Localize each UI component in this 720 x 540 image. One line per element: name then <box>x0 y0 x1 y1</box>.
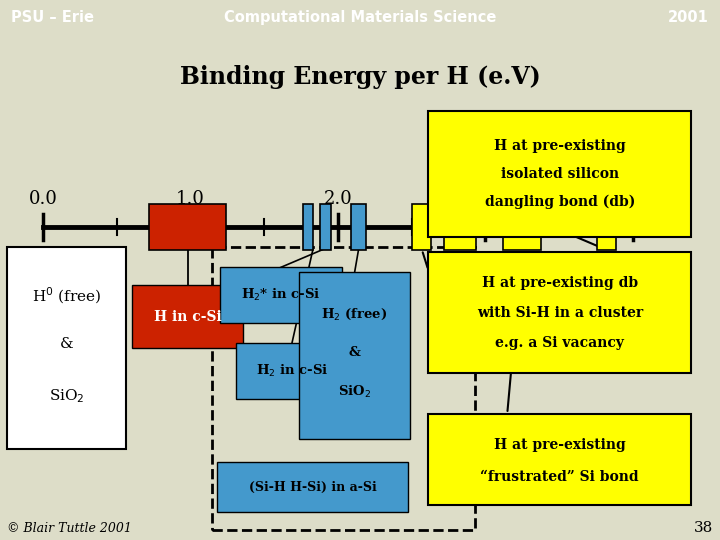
Text: &: & <box>348 346 361 359</box>
FancyBboxPatch shape <box>132 285 243 348</box>
FancyBboxPatch shape <box>320 204 330 249</box>
Text: H at pre-existing: H at pre-existing <box>494 139 626 153</box>
FancyBboxPatch shape <box>412 204 431 249</box>
Text: H at pre-existing: H at pre-existing <box>494 438 626 451</box>
FancyBboxPatch shape <box>302 204 313 249</box>
Text: H$_2$ in c-Si: H$_2$ in c-Si <box>256 363 328 379</box>
FancyBboxPatch shape <box>597 204 616 249</box>
FancyBboxPatch shape <box>299 272 410 439</box>
Text: (Si-H H-Si) in a-Si: (Si-H H-Si) in a-Si <box>249 481 377 494</box>
FancyBboxPatch shape <box>503 204 541 249</box>
Text: 1.0: 1.0 <box>176 190 205 208</box>
FancyBboxPatch shape <box>220 267 342 323</box>
Text: Computational Materials Science: Computational Materials Science <box>224 10 496 25</box>
Text: Binding Energy per H (e.V): Binding Energy per H (e.V) <box>179 65 541 90</box>
Text: 38: 38 <box>693 521 713 535</box>
Text: “frustrated” Si bond: “frustrated” Si bond <box>480 470 639 484</box>
FancyBboxPatch shape <box>236 343 348 399</box>
Text: SiO$_2$: SiO$_2$ <box>338 384 372 401</box>
Text: 4.0: 4.0 <box>618 190 647 208</box>
Text: dangling bond (db): dangling bond (db) <box>485 194 635 209</box>
Text: H in c-Si: H in c-Si <box>154 309 222 323</box>
Text: H$_2$ (free): H$_2$ (free) <box>321 307 388 322</box>
FancyBboxPatch shape <box>7 247 126 449</box>
Text: 2.0: 2.0 <box>323 190 352 208</box>
FancyBboxPatch shape <box>149 204 226 249</box>
Text: H$^0$ (free): H$^0$ (free) <box>32 286 102 306</box>
Text: 3.0: 3.0 <box>471 190 500 208</box>
Text: SiO$_2$: SiO$_2$ <box>49 388 84 406</box>
FancyBboxPatch shape <box>351 204 366 249</box>
Text: e.g. a Si vacancy: e.g. a Si vacancy <box>495 336 624 350</box>
FancyBboxPatch shape <box>428 111 691 237</box>
FancyBboxPatch shape <box>428 252 691 373</box>
Text: &: & <box>60 337 73 351</box>
FancyBboxPatch shape <box>428 414 691 505</box>
Text: © Blair Tuttle 2001: © Blair Tuttle 2001 <box>7 522 132 535</box>
FancyBboxPatch shape <box>444 204 477 249</box>
Text: isolated silicon: isolated silicon <box>500 167 619 181</box>
Text: 2001: 2001 <box>668 10 709 25</box>
FancyBboxPatch shape <box>217 462 408 512</box>
Text: H$_2$* in c-Si: H$_2$* in c-Si <box>241 287 320 303</box>
Text: PSU – Erie: PSU – Erie <box>11 10 94 25</box>
Text: H at pre-existing db: H at pre-existing db <box>482 275 638 289</box>
Text: 0.0: 0.0 <box>29 190 58 208</box>
Text: with Si-H in a cluster: with Si-H in a cluster <box>477 306 643 320</box>
